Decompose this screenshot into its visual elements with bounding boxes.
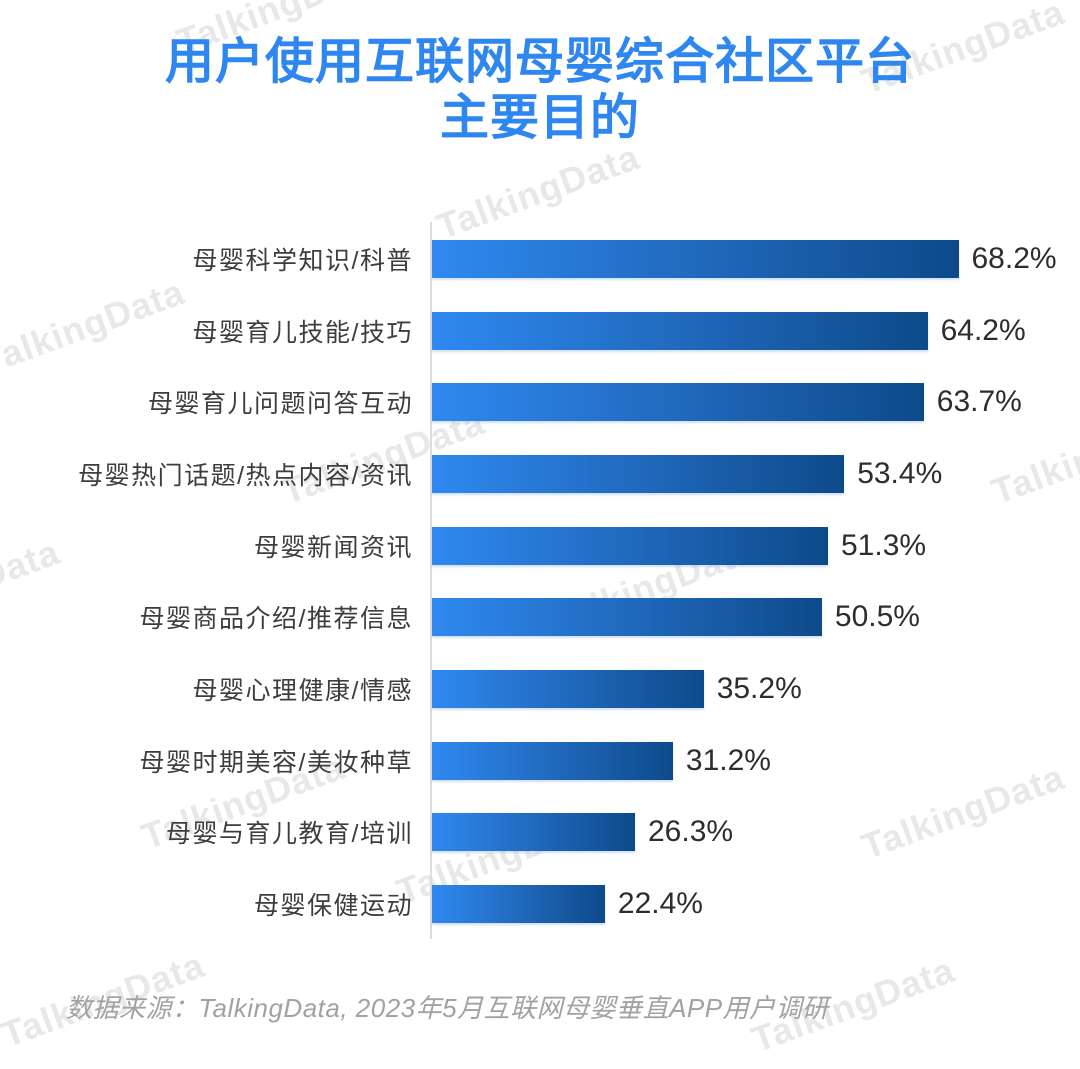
chart-title-line2: 主要目的 bbox=[439, 91, 640, 145]
value-label: 63.7% bbox=[936, 385, 1022, 419]
category-label: 母婴育儿技能/技巧 bbox=[192, 318, 413, 347]
category-label: 母婴新闻资讯 bbox=[253, 533, 413, 562]
chart-row: 母婴时期美容/美妆种草 31.2% bbox=[0, 725, 1080, 797]
bar bbox=[432, 311, 928, 350]
chart-row: 母婴心理健康/情感 35.2% bbox=[0, 653, 1080, 725]
value-label: 68.2% bbox=[971, 241, 1057, 275]
chart-title-line1: 用户使用互联网母婴综合社区平台 bbox=[164, 35, 915, 89]
category-label: 母婴心理健康/情感 bbox=[192, 677, 413, 706]
category-label: 母婴育儿问题问答互动 bbox=[147, 390, 413, 419]
category-label: 母婴热门话题/热点内容/资讯 bbox=[78, 461, 413, 490]
bar bbox=[432, 670, 704, 709]
chart-row: 母婴商品介绍/推荐信息 50.5% bbox=[0, 582, 1080, 654]
category-label: 母婴时期美容/美妆种草 bbox=[139, 748, 413, 777]
bar bbox=[432, 813, 635, 852]
value-label: 53.4% bbox=[857, 456, 943, 490]
bar bbox=[432, 239, 959, 278]
value-label: 51.3% bbox=[841, 528, 927, 562]
bar-chart: 母婴科学知识/科普 68.2% 母婴育儿技能/技巧 64.2% 母婴育儿问题问答互动 63… bbox=[0, 223, 1080, 940]
value-label: 31.2% bbox=[685, 743, 771, 777]
chart-title: 用户使用互联网母婴综合社区平台 主要目的 bbox=[0, 34, 1080, 146]
bar bbox=[432, 383, 924, 422]
bar bbox=[432, 526, 828, 565]
bar bbox=[432, 885, 605, 924]
chart-row: 母婴育儿技能/技巧 64.2% bbox=[0, 295, 1080, 367]
data-source-note: 数据来源：TalkingData, 2023年5月互联网母婴垂直APP用户调研 bbox=[66, 993, 829, 1023]
bar bbox=[432, 454, 845, 493]
value-label: 22.4% bbox=[617, 887, 703, 921]
category-axis-line bbox=[430, 222, 432, 939]
value-label: 64.2% bbox=[940, 313, 1026, 347]
value-label: 50.5% bbox=[834, 600, 920, 634]
chart-row: 母婴育儿问题问答互动 63.7% bbox=[0, 366, 1080, 438]
category-label: 母婴保健运动 bbox=[253, 892, 413, 921]
bar bbox=[432, 598, 822, 637]
category-label: 母婴科学知识/科普 bbox=[192, 246, 413, 275]
category-label: 母婴商品介绍/推荐信息 bbox=[139, 605, 413, 634]
chart-row: 母婴保健运动 22.4% bbox=[0, 868, 1080, 940]
value-label: 35.2% bbox=[716, 672, 802, 706]
chart-row: 母婴新闻资讯 51.3% bbox=[0, 510, 1080, 582]
chart-row: 母婴科学知识/科普 68.2% bbox=[0, 223, 1080, 295]
category-label: 母婴与育儿教育/培训 bbox=[166, 820, 413, 849]
value-label: 26.3% bbox=[648, 815, 734, 849]
chart-row: 母婴与育儿教育/培训 26.3% bbox=[0, 797, 1080, 869]
bar bbox=[432, 741, 673, 780]
chart-row: 母婴热门话题/热点内容/资讯 53.4% bbox=[0, 438, 1080, 510]
